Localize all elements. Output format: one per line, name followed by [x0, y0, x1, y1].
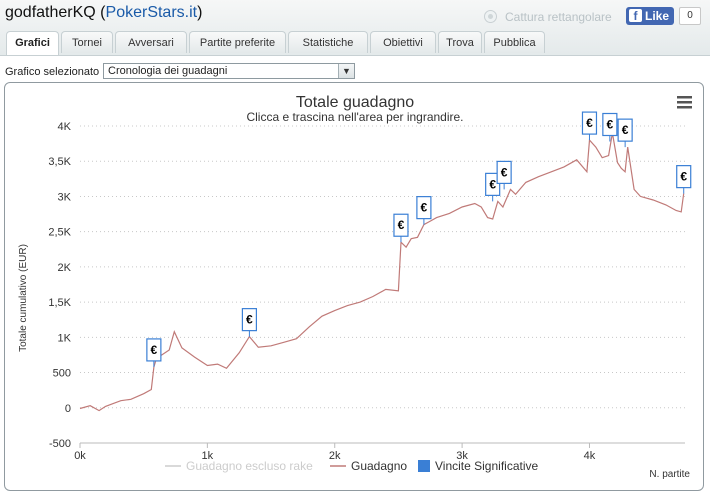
- flag-label: €: [586, 116, 593, 130]
- flag-marker[interactable]: [241, 308, 257, 332]
- flag-marker[interactable]: [146, 338, 162, 362]
- flag-label: €: [421, 201, 428, 215]
- y-tick-label: 0: [65, 403, 71, 415]
- flag-label: €: [607, 117, 614, 131]
- flag-label: €: [398, 218, 405, 232]
- x-tick-label: 3k: [456, 450, 468, 462]
- legend-item[interactable]: Vincite Significative: [435, 459, 538, 473]
- hamburger-menu-icon[interactable]: [677, 96, 692, 109]
- tab-divider: [0, 55, 710, 56]
- y-tick-label: 2,5K: [48, 227, 71, 239]
- series-lines: [79, 132, 685, 412]
- page-title: godfatherKQ (PokerStars.it): [5, 4, 202, 22]
- legend-item[interactable]: Guadagno escluso rake: [186, 459, 313, 473]
- tab-pubblica[interactable]: Pubblica: [484, 31, 545, 53]
- legend-symbol: [418, 460, 430, 472]
- series-line: [79, 132, 685, 412]
- chart-container[interactable]: Totale guadagno Clicca e trascina nell'a…: [4, 82, 704, 491]
- radio-icon[interactable]: [484, 10, 497, 23]
- x-tick-label: 4k: [584, 450, 596, 462]
- y-tick-label: 4K: [58, 121, 72, 133]
- like-count: 0: [679, 7, 701, 25]
- y-tick-label: 1K: [58, 332, 72, 344]
- tab-avversari[interactable]: Avversari: [115, 31, 187, 53]
- chart-title: Totale guadagno: [296, 94, 414, 111]
- flag-label: €: [246, 313, 253, 327]
- capture-toggle[interactable]: Cattura rettangolare: [484, 10, 612, 24]
- flag-label: €: [501, 165, 508, 179]
- y-tick-label: -500: [49, 438, 71, 450]
- flag-label: €: [622, 123, 629, 137]
- y-tick-label: 500: [53, 368, 71, 380]
- flag-label: €: [151, 343, 158, 357]
- grid-lines: [80, 125, 685, 444]
- facebook-like-button[interactable]: f Like: [626, 7, 674, 25]
- tab-tornei[interactable]: Tornei: [61, 31, 113, 53]
- tab-partite-preferite[interactable]: Partite preferite: [189, 31, 286, 53]
- x-axis-label: N. partite: [649, 469, 690, 480]
- flag-marker[interactable]: [602, 112, 618, 137]
- chart-select-value: Cronologia dei guadagni: [108, 65, 228, 77]
- tab-obiettivi[interactable]: Obiettivi: [370, 31, 436, 53]
- y-tick-label: 2K: [58, 262, 72, 274]
- flag-marker[interactable]: [581, 111, 598, 135]
- flag-label: €: [680, 170, 687, 184]
- x-axis-ticks: 0k 1k 2k 3k 4k: [74, 443, 596, 462]
- player-name: godfatherKQ: [5, 4, 96, 21]
- flag-marker[interactable]: [617, 118, 633, 142]
- flag-marker[interactable]: [393, 213, 409, 237]
- chart-subtitle: Clicca e trascina nell'area per ingrandi…: [246, 110, 463, 124]
- like-label: Like: [645, 9, 670, 23]
- paren-open: (: [95, 4, 106, 21]
- chart-select-label: Grafico selezionato: [5, 66, 100, 78]
- paren-close: ): [197, 4, 203, 21]
- flag-marker[interactable]: [496, 160, 512, 185]
- capture-label: Cattura rettangolare: [505, 10, 612, 24]
- x-tick-label: 1k: [202, 450, 214, 462]
- y-tick-label: 3,5K: [48, 156, 71, 168]
- flag-marker[interactable]: [485, 172, 501, 196]
- y-tick-label: 3K: [58, 191, 72, 203]
- flag-marker[interactable]: [416, 196, 432, 220]
- legend[interactable]: Guadagno escluso rake Guadagno Vincite Sig…: [165, 459, 538, 473]
- tab-trova[interactable]: Trova: [438, 31, 482, 53]
- chart-select[interactable]: Cronologia dei guadagni ▼: [103, 63, 355, 79]
- tab-grafici[interactable]: Grafici: [6, 31, 59, 56]
- facebook-icon: f: [629, 9, 642, 23]
- y-axis-ticks: -500 0 500 1K 1,5K 2K 2,5K 3K 3,5K 4K: [48, 121, 71, 450]
- flag-marker[interactable]: [676, 165, 692, 189]
- chevron-down-icon[interactable]: ▼: [338, 64, 354, 78]
- legend-item[interactable]: Guadagno: [351, 459, 407, 473]
- flag-markers[interactable]: € € € € € € € € € €: [146, 111, 692, 367]
- site-link[interactable]: PokerStars.it: [105, 4, 198, 21]
- x-tick-label: 0k: [74, 450, 86, 462]
- tab-statistiche[interactable]: Statistiche: [288, 31, 368, 53]
- y-axis-label: Totale cumulativo (EUR): [18, 244, 29, 352]
- y-tick-label: 1,5K: [48, 297, 71, 309]
- earnings-chart[interactable]: Totale guadagno Clicca e trascina nell'a…: [5, 83, 703, 490]
- flag-label: €: [489, 177, 496, 191]
- x-tick-label: 2k: [329, 450, 341, 462]
